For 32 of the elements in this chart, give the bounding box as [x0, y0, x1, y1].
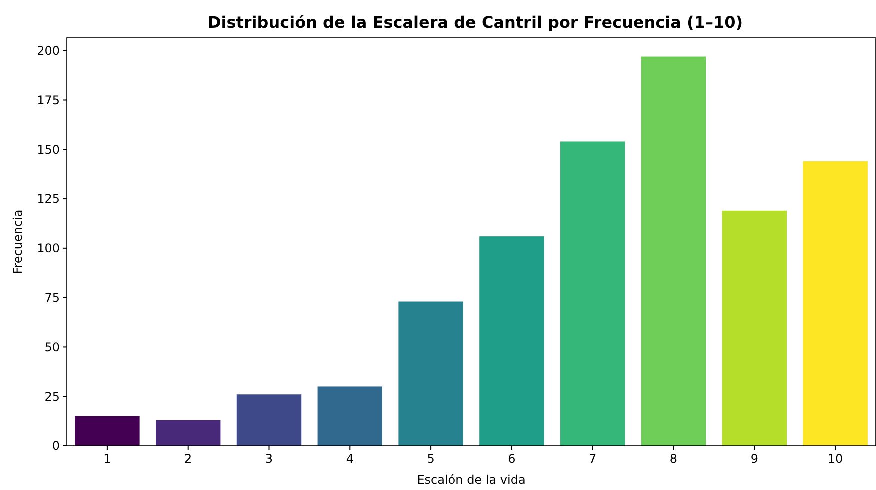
x-tick-label: 9 [750, 452, 758, 466]
y-tick-label: 100 [37, 242, 60, 256]
y-tick-label: 125 [37, 192, 60, 206]
bar [722, 210, 788, 446]
x-tick-label: 10 [828, 452, 844, 466]
x-tick-label: 3 [265, 452, 274, 466]
y-tick-label: 50 [44, 340, 60, 354]
bar [236, 394, 302, 446]
y-tick-label: 75 [44, 291, 60, 306]
bar [480, 236, 544, 446]
bar [398, 302, 464, 446]
bar [156, 420, 221, 446]
y-tick-label: 200 [37, 44, 60, 58]
y-axis-title: Frecuencia [11, 210, 25, 274]
bar [803, 161, 868, 446]
x-axis-title: Escalón de la vida [417, 473, 526, 487]
x-tick-label: 1 [104, 452, 112, 466]
x-tick-label: 6 [508, 452, 516, 466]
x-tick-label: 8 [670, 452, 678, 466]
bar [318, 386, 383, 446]
y-tick-label: 25 [44, 390, 60, 404]
x-tick-label: 7 [589, 452, 597, 466]
x-tick-label: 5 [427, 452, 435, 466]
y-tick-label: 0 [52, 439, 60, 454]
bar [560, 142, 626, 446]
y-tick-label: 175 [37, 93, 60, 108]
x-tick-label: 4 [346, 452, 354, 466]
chart-title: Distribución de la Escalera de Cantril por Frecuencia (1–10) [208, 13, 744, 32]
bar [75, 416, 140, 446]
bar [641, 56, 706, 446]
y-tick-label: 150 [37, 142, 60, 157]
x-tick-label: 2 [184, 452, 192, 466]
